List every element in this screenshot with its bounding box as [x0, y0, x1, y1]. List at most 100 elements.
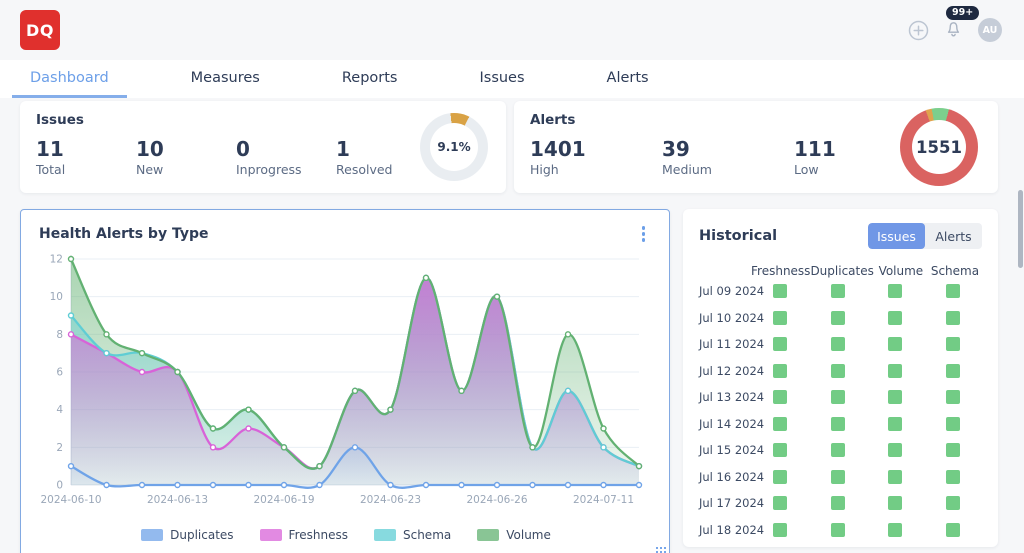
- status-cell[interactable]: [751, 364, 809, 378]
- status-cell[interactable]: [867, 417, 925, 431]
- status-square-ok: [831, 470, 845, 484]
- status-square-ok: [773, 417, 787, 431]
- status-cell[interactable]: [809, 364, 867, 378]
- charts-row: Health Alerts by Type 0246810122024-06-1…: [20, 209, 998, 553]
- tab-issues[interactable]: Issues: [461, 60, 542, 98]
- legend-label: Volume: [506, 528, 551, 542]
- status-cell[interactable]: [809, 417, 867, 431]
- table-row: Jul 18 2024: [699, 517, 982, 544]
- status-cell[interactable]: [924, 311, 982, 325]
- status-cell[interactable]: [809, 390, 867, 404]
- svg-text:6: 6: [56, 366, 63, 378]
- status-cell[interactable]: [867, 337, 925, 351]
- status-cell[interactable]: [751, 284, 809, 298]
- notifications[interactable]: 99+: [944, 18, 963, 42]
- status-square-ok: [888, 496, 902, 510]
- notification-count-badge: 99+: [946, 6, 979, 20]
- alerts-donut-chart: 1551: [900, 108, 978, 186]
- status-square-ok: [946, 417, 960, 431]
- chart-legend: Duplicates Freshness Schema Volume: [33, 528, 659, 542]
- status-cell[interactable]: [867, 364, 925, 378]
- svg-text:10: 10: [50, 291, 63, 303]
- status-cell[interactable]: [867, 284, 925, 298]
- stat-label: New: [136, 162, 236, 177]
- issues-card: Issues 11Total10New0Inprogress1Resolved …: [20, 101, 506, 193]
- top-bar-actions: 99+ AU: [907, 18, 1002, 42]
- status-cell[interactable]: [809, 311, 867, 325]
- status-cell[interactable]: [809, 443, 867, 457]
- status-cell[interactable]: [867, 496, 925, 510]
- health-area-chart: 0246810122024-06-102024-06-132024-06-192…: [33, 245, 655, 523]
- status-cell[interactable]: [867, 523, 925, 537]
- health-card-title: Health Alerts by Type: [39, 226, 208, 242]
- tab-alerts[interactable]: Alerts: [589, 60, 667, 98]
- toggle-issues[interactable]: Issues: [868, 223, 925, 249]
- status-cell[interactable]: [867, 443, 925, 457]
- issues-donut-chart: 9.1%: [420, 113, 488, 181]
- status-cell[interactable]: [924, 523, 982, 537]
- status-cell[interactable]: [751, 496, 809, 510]
- status-cell[interactable]: [751, 470, 809, 484]
- row-date: Jul 18 2024: [699, 523, 751, 537]
- status-cell[interactable]: [751, 443, 809, 457]
- status-cell[interactable]: [809, 496, 867, 510]
- tab-dashboard[interactable]: Dashboard: [12, 60, 127, 98]
- kebab-menu-icon[interactable]: [636, 223, 652, 245]
- tab-measures[interactable]: Measures: [173, 60, 278, 98]
- status-cell[interactable]: [924, 364, 982, 378]
- status-cell[interactable]: [809, 470, 867, 484]
- status-cell[interactable]: [924, 284, 982, 298]
- status-square-ok: [773, 496, 787, 510]
- status-cell[interactable]: [809, 523, 867, 537]
- status-cell[interactable]: [924, 337, 982, 351]
- status-cell[interactable]: [867, 470, 925, 484]
- legend-label: Duplicates: [170, 528, 233, 542]
- status-square-ok: [773, 284, 787, 298]
- status-square-ok: [831, 337, 845, 351]
- status-cell[interactable]: [924, 443, 982, 457]
- issues-stat-inprogress: 0Inprogress: [236, 138, 336, 177]
- svg-text:8: 8: [56, 328, 63, 340]
- stat-label: Resolved: [336, 162, 436, 177]
- status-cell[interactable]: [924, 390, 982, 404]
- status-cell[interactable]: [751, 390, 809, 404]
- status-square-ok: [831, 311, 845, 325]
- status-square-ok: [946, 390, 960, 404]
- column-header-volume: Volume: [874, 264, 928, 278]
- status-cell[interactable]: [867, 390, 925, 404]
- legend-item-volume[interactable]: Volume: [477, 528, 551, 542]
- toggle-alerts[interactable]: Alerts: [925, 223, 982, 249]
- status-square-ok: [946, 443, 960, 457]
- svg-text:2024-07-11: 2024-07-11: [573, 494, 634, 506]
- status-square-ok: [888, 417, 902, 431]
- table-row: Jul 17 2024: [699, 490, 982, 517]
- legend-item-schema[interactable]: Schema: [374, 528, 451, 542]
- user-avatar[interactable]: AU: [978, 18, 1002, 42]
- status-cell[interactable]: [809, 337, 867, 351]
- row-date: Jul 11 2024: [699, 337, 751, 351]
- add-button[interactable]: [907, 19, 929, 41]
- legend-item-duplicates[interactable]: Duplicates: [141, 528, 233, 542]
- tab-reports[interactable]: Reports: [324, 60, 416, 98]
- svg-text:2024-06-19: 2024-06-19: [253, 494, 314, 506]
- table-row: Jul 10 2024: [699, 305, 982, 332]
- page-scrollbar[interactable]: [1017, 0, 1024, 553]
- status-cell[interactable]: [809, 284, 867, 298]
- plus-circle-icon: [908, 20, 929, 41]
- status-cell[interactable]: [751, 337, 809, 351]
- status-cell[interactable]: [751, 523, 809, 537]
- status-cell[interactable]: [751, 311, 809, 325]
- scrollbar-thumb[interactable]: [1018, 190, 1023, 268]
- legend-item-freshness[interactable]: Freshness: [260, 528, 348, 542]
- status-cell[interactable]: [924, 417, 982, 431]
- app-logo[interactable]: DQ: [20, 10, 60, 50]
- status-cell[interactable]: [867, 311, 925, 325]
- table-row: Jul 15 2024: [699, 437, 982, 464]
- table-row: Jul 16 2024: [699, 464, 982, 491]
- status-cell[interactable]: [751, 417, 809, 431]
- resize-handle[interactable]: [655, 546, 667, 553]
- historical-toggle: IssuesAlerts: [868, 223, 982, 249]
- status-cell[interactable]: [924, 496, 982, 510]
- status-cell[interactable]: [924, 470, 982, 484]
- issues-donut-label: 9.1%: [430, 123, 478, 171]
